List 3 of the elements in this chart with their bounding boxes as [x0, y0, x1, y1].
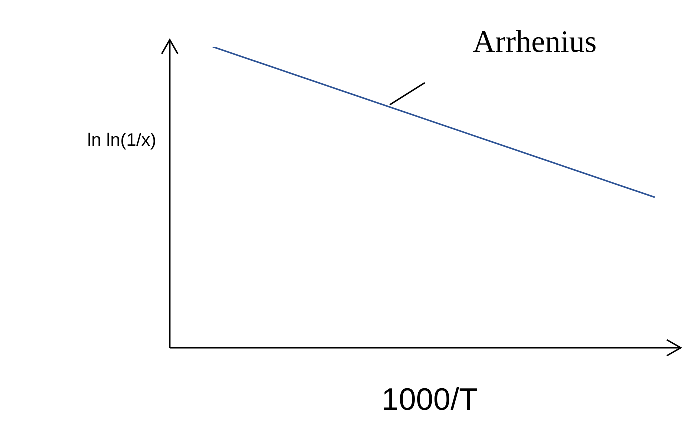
x-axis-title: 1000/T [382, 382, 478, 417]
annotation: Arrhenius [473, 24, 597, 59]
y-axis-title: ln ln(1/x) [87, 130, 157, 150]
